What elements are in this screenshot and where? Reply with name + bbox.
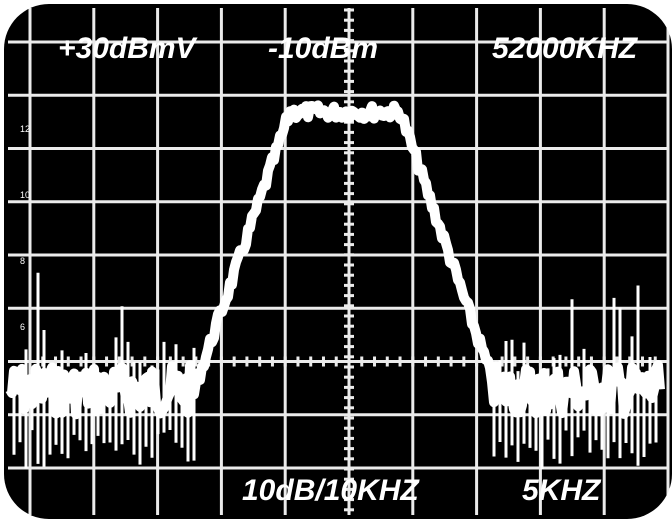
scale-label: 12 (20, 124, 30, 134)
trace-line (5, 100, 665, 420)
scale-label: 6 (20, 322, 25, 332)
scale-label: 10 (20, 190, 30, 200)
resolution-bandwidth: 5KHZ (522, 474, 602, 507)
reference-level: +30dBmV (58, 32, 199, 65)
signal-trace (5, 100, 665, 470)
input-attenuation: -10dBm (268, 32, 378, 65)
graticule (8, 8, 670, 515)
center-frequency: 52000KHZ (492, 32, 639, 65)
scale-span: 10dB/10KHZ (242, 474, 420, 507)
scale-label: 8 (20, 256, 25, 266)
